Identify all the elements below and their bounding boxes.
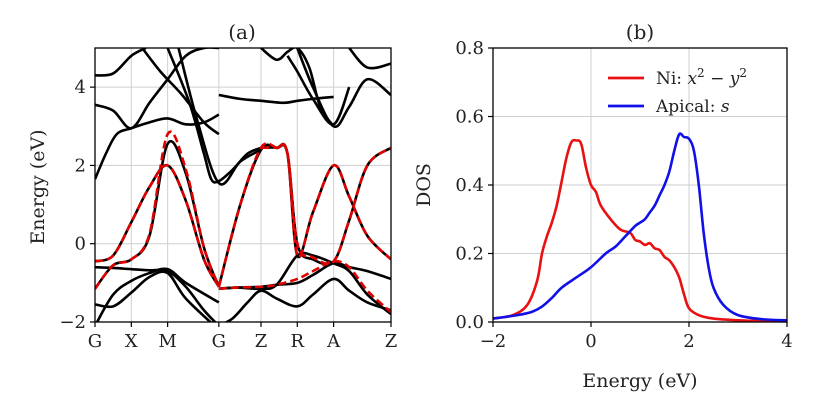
panel-b-frame	[492, 47, 788, 323]
panel-a-frame	[94, 47, 392, 323]
panel-b-ticks: −2 0 2 4 0.0 0.2 0.4 0.6 0.8	[455, 38, 792, 352]
panel-b-y-tick-label: 0.0	[455, 312, 484, 333]
dft-band-line	[95, 267, 220, 322]
panel-a-y-tick-label: 0	[75, 234, 86, 255]
panel-a-x-tick-label: A	[326, 331, 341, 352]
model-band-line	[95, 130, 221, 290]
panel-b-y-tick-label: 0.6	[455, 107, 484, 128]
panel-b-y-tick-label: 0.2	[455, 244, 484, 265]
panel-b-x-tick-label: 0	[585, 331, 596, 352]
model-band-line	[260, 143, 391, 266]
dft-band-line	[260, 143, 391, 266]
panel-a-x-tick-label: Z	[255, 331, 268, 352]
ni-dos-line	[492, 138, 788, 323]
panel-b-title: (b)	[626, 20, 654, 44]
panel-b-x-tick-label: 2	[683, 331, 694, 352]
dft-band-line	[95, 113, 220, 180]
panel-b-legend: Ni: x2 − y2 Apical: s	[608, 66, 747, 117]
panel-b-x-tick-label: −2	[480, 331, 507, 352]
panel-a-y-axis-label: Energy (eV)	[27, 129, 49, 244]
panel-a-x-tick-label: X	[125, 331, 138, 352]
panel-a-plot-area	[95, 48, 391, 322]
band-structure-panel: (a) Energy (eV) G X M G Z R A Z −2 0 2 4	[27, 20, 397, 352]
panel-b-x-tick-label: 4	[781, 331, 792, 352]
dft-band-line	[141, 48, 220, 136]
panel-a-x-tick-label: Z	[385, 331, 398, 352]
panel-b-x-axis-label: Energy (eV)	[582, 370, 697, 392]
dos-panel: (b) DOS Energy (eV) −2 0 2 4 0.0 0.2 0.4 0.6 0.8…	[413, 20, 793, 392]
dft-band-line	[95, 270, 213, 322]
dft-band-line	[166, 48, 262, 184]
panel-a-x-tick-label: M	[158, 331, 176, 352]
panel-a-title: (a)	[228, 20, 256, 44]
panel-b-y-axis-label: DOS	[413, 163, 435, 207]
panel-a-ticks: G X M G Z R A Z −2 0 2 4	[59, 77, 397, 352]
panel-a-y-tick-label: −2	[59, 312, 86, 333]
model-band-line	[218, 259, 391, 314]
dft-band-line	[260, 48, 335, 128]
panel-a-x-tick-label: R	[291, 331, 305, 352]
dft-band-line	[286, 55, 351, 126]
dft-band-line	[296, 48, 391, 129]
dft-band-line	[95, 265, 217, 322]
panel-a-x-tick-label: G	[212, 331, 226, 352]
panel-a-grid	[95, 48, 391, 322]
panel-b-y-tick-label: 0.8	[455, 38, 484, 59]
dft-band-line	[224, 277, 391, 322]
panel-a-y-tick-label: 2	[75, 155, 86, 176]
model-band-line	[217, 142, 391, 288]
dft-band-line	[177, 48, 262, 186]
dft-band-line	[95, 140, 221, 290]
panel-b-y-tick-label: 0.4	[455, 175, 484, 196]
legend-label-ni: Ni: x2 − y2	[656, 66, 747, 89]
dft-band-line	[95, 48, 147, 77]
legend-label-apical: Apical: s	[655, 97, 730, 117]
apical-dos-line	[492, 132, 788, 322]
panel-a-y-tick-label: 4	[75, 77, 86, 98]
panel-b-plot-area	[492, 132, 788, 323]
dft-band-line	[348, 48, 391, 70]
panel-a-x-tick-label: G	[88, 331, 102, 352]
